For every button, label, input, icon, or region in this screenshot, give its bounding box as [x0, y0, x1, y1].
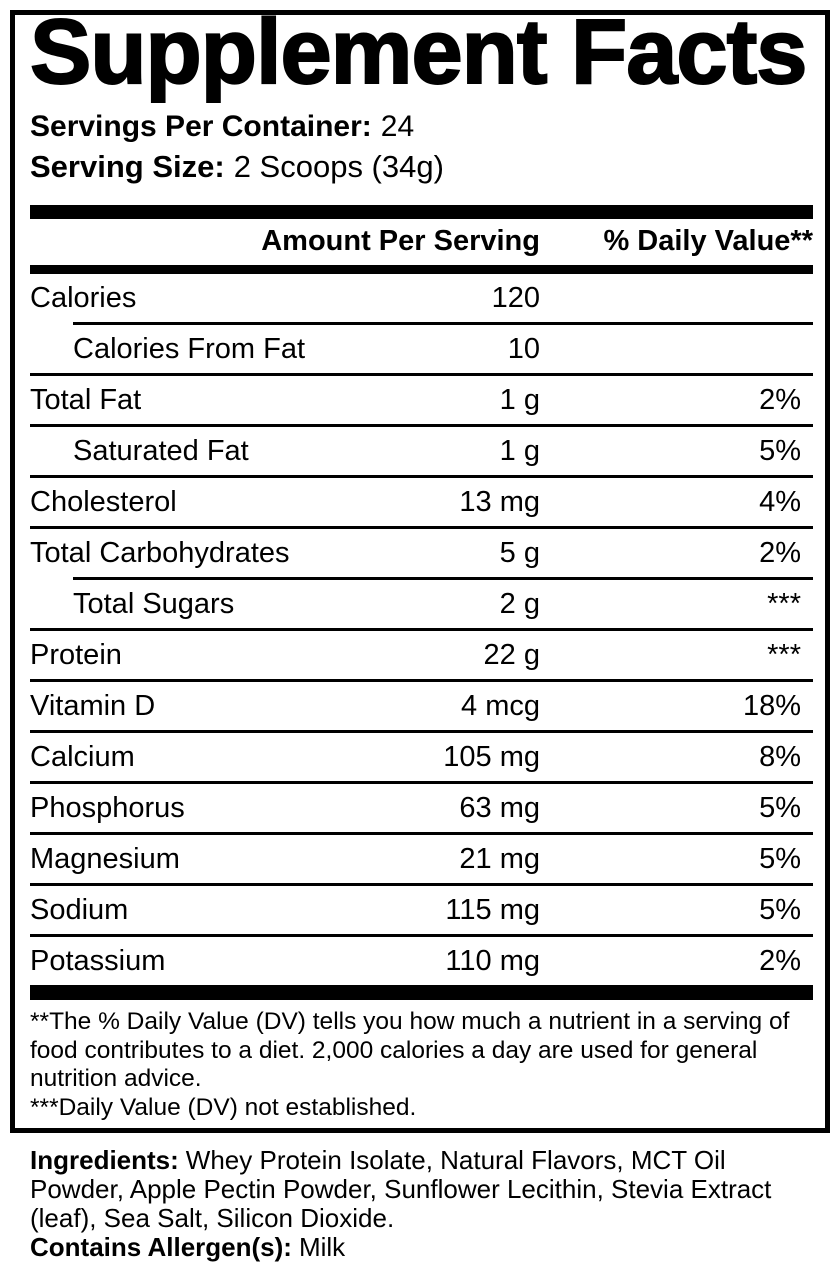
nutrient-amount: 5 g — [499, 536, 540, 569]
nutrient-label: Cholesterol — [30, 485, 177, 518]
row-separator — [73, 577, 813, 580]
nutrient-amount: 10 — [507, 332, 540, 365]
table-row: Cholesterol 13 mg 4% — [30, 478, 813, 526]
nutrient-dv: 2% — [759, 536, 801, 569]
nutrient-amount: 110 mg — [445, 944, 540, 977]
nutrient-label: Total Carbohydrates — [30, 536, 290, 569]
serving-size: Serving Size: 2 Scoops (34g) — [30, 151, 813, 183]
table-row: Sodium 115 mg 5% — [30, 886, 813, 934]
nutrient-label: Total Fat — [30, 383, 142, 416]
nutrient-label: Potassium — [30, 944, 166, 977]
nutrient-amount: 1 g — [499, 434, 540, 467]
row-separator — [30, 679, 813, 682]
table-row: Total Carbohydrates 5 g 2% — [30, 529, 813, 577]
table-row: Saturated Fat 1 g 5% — [30, 427, 813, 475]
divider-bar-bottom — [30, 985, 813, 1000]
servings-per-container-value: 24 — [380, 110, 415, 143]
nutrient-label: Calories From Fat — [73, 332, 306, 365]
nutrient-dv: 2% — [759, 383, 801, 416]
nutrient-dv: 18% — [742, 689, 801, 722]
nutrient-label: Saturated Fat — [73, 434, 249, 467]
table-row: Phosphorus 63 mg 5% — [30, 784, 813, 832]
divider-bar-top — [30, 205, 813, 219]
nutrient-dv: 5% — [759, 791, 801, 824]
nutrient-dv: *** — [767, 638, 801, 671]
supplement-facts-panel: Supplement Facts Servings Per Container:… — [10, 1, 830, 1133]
row-separator — [73, 322, 813, 325]
serving-size-label: Serving Size: — [30, 149, 225, 184]
table-row: Total Fat 1 g 2% — [30, 376, 813, 424]
nutrient-label: Magnesium — [30, 842, 180, 875]
amount-per-serving-header: Amount Per Serving — [261, 225, 540, 257]
nutrient-amount: 115 mg — [445, 893, 540, 926]
allergens-value: Milk — [298, 1232, 346, 1262]
table-row: Calories 120 — [30, 274, 813, 322]
nutrient-amount: 1 g — [499, 383, 540, 416]
nutrient-label: Calcium — [30, 740, 135, 773]
row-separator — [30, 832, 813, 835]
supplement-facts-title: Supplement Facts — [29, 1, 808, 103]
servings-per-container: Servings Per Container: 24 — [30, 111, 813, 143]
footnotes: **The % Daily Value (DV) tells you how m… — [30, 1008, 813, 1122]
row-separator — [30, 883, 813, 886]
table-row: Magnesium 21 mg 5% — [30, 835, 813, 883]
daily-value-header: % Daily Value** — [603, 225, 813, 257]
table-row: Calcium 105 mg 8% — [30, 733, 813, 781]
row-separator — [30, 526, 813, 529]
nutrient-dv: *** — [767, 587, 801, 620]
row-separator — [30, 424, 813, 427]
nutrient-amount: 63 mg — [459, 791, 540, 824]
nutrient-dv: 5% — [759, 893, 801, 926]
nutrient-dv: 4% — [759, 485, 801, 518]
nutrient-dv: 8% — [759, 740, 801, 773]
ingredients-line: Ingredients: Whey Protein Isolate, Natura… — [30, 1146, 815, 1233]
nutrient-amount: 2 g — [499, 587, 540, 620]
servings-per-container-label: Servings Per Container: — [30, 110, 372, 143]
row-separator — [30, 373, 813, 376]
row-separator — [30, 475, 813, 478]
row-separator — [30, 628, 813, 631]
table-row: Calories From Fat 10 — [30, 325, 813, 373]
nutrient-dv: 5% — [759, 842, 801, 875]
ingredients-section: Ingredients: Whey Protein Isolate, Natura… — [30, 1146, 815, 1262]
nutrient-label: Protein — [30, 638, 122, 671]
daily-value-footnote: **The % Daily Value (DV) tells you how m… — [30, 1008, 790, 1092]
ingredients-label: Ingredients: — [30, 1145, 179, 1175]
row-separator — [30, 730, 813, 733]
nutrient-label: Sodium — [30, 893, 129, 926]
nutrient-amount: 21 mg — [459, 842, 540, 875]
nutrient-label: Vitamin D — [30, 689, 156, 722]
nutrient-dv: 2% — [759, 944, 801, 977]
nutrient-dv: 5% — [759, 434, 801, 467]
table-row: Total Sugars 2 g *** — [30, 580, 813, 628]
table-row: Vitamin D 4 mcg 18% — [30, 682, 813, 730]
table-row: Potassium 110 mg 2% — [30, 937, 813, 985]
nutrient-amount: 120 — [491, 281, 540, 314]
divider-bar-header — [30, 265, 813, 274]
nutrient-amount: 105 mg — [443, 740, 540, 773]
allergens-label: Contains Allergen(s): — [30, 1232, 292, 1262]
ingredients-value: Whey Protein Isolate, Natural Flavors, M… — [30, 1145, 772, 1233]
nutrient-label: Calories — [30, 281, 137, 314]
table-row: Protein 22 g *** — [30, 631, 813, 679]
nutrient-label: Phosphorus — [30, 791, 185, 824]
allergens-line: Contains Allergen(s): Milk — [30, 1233, 815, 1262]
serving-size-value: 2 Scoops (34g) — [233, 149, 444, 184]
table-header: Amount Per Serving % Daily Value** — [30, 219, 813, 265]
facts-table-body: Calories 120 Calories From Fat 10 Total … — [30, 274, 813, 985]
row-separator — [30, 781, 813, 784]
nutrient-amount: 22 g — [483, 638, 540, 671]
nutrient-amount: 4 mcg — [461, 689, 540, 722]
not-established-footnote: ***Daily Value (DV) not established. — [30, 1093, 417, 1121]
nutrient-amount: 13 mg — [459, 485, 540, 518]
row-separator — [30, 934, 813, 937]
nutrient-label: Total Sugars — [73, 587, 235, 620]
